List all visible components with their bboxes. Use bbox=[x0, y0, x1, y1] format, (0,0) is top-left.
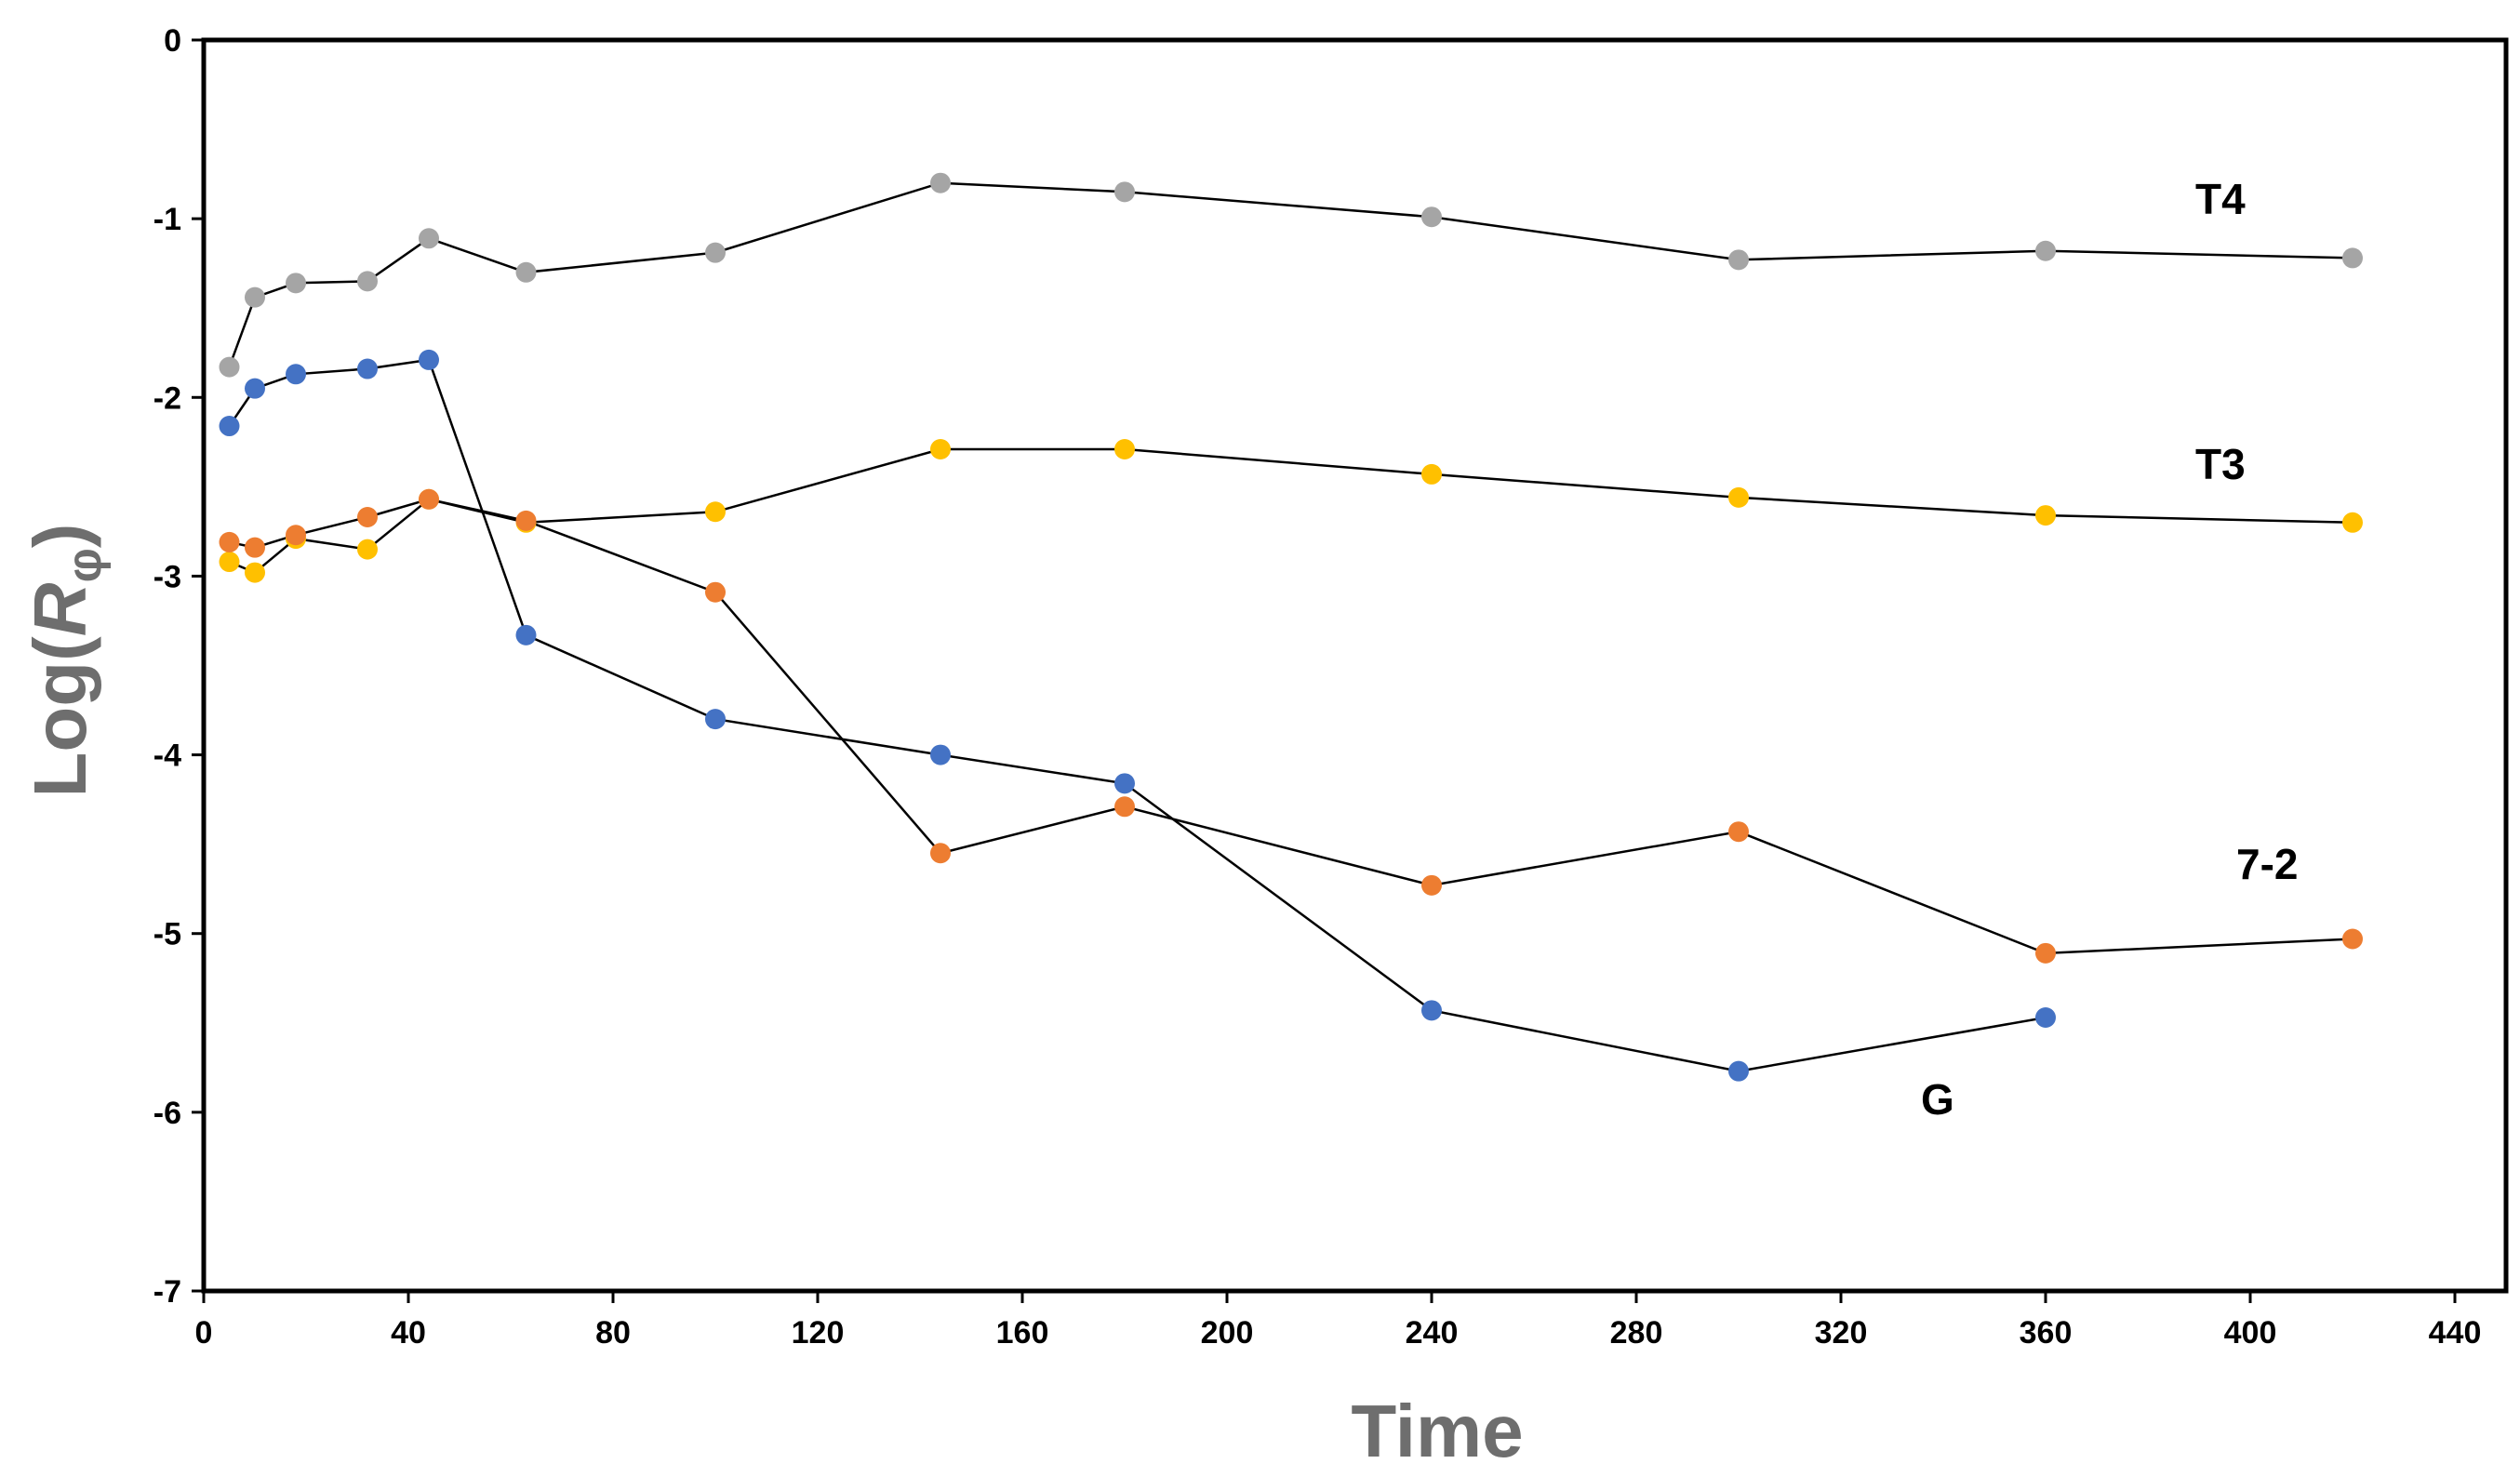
data-point-7-2 bbox=[2342, 928, 2363, 950]
data-point-7-2 bbox=[1728, 821, 1749, 843]
data-point-g bbox=[2035, 1007, 2056, 1029]
data-point-g bbox=[245, 378, 265, 399]
y-axis-title: Log(Rφ) bbox=[19, 524, 112, 798]
series-line-g bbox=[228, 358, 2047, 1072]
data-point-7-2 bbox=[1114, 796, 1135, 818]
data-point-g bbox=[1728, 1060, 1749, 1082]
x-axis-title: Time bbox=[1351, 1390, 1523, 1472]
data-point-g bbox=[1421, 1000, 1442, 1021]
data-point-7-2 bbox=[705, 581, 726, 603]
data-point-t4 bbox=[2342, 247, 2363, 269]
data-point-g bbox=[286, 364, 306, 385]
x-tick-label: 240 bbox=[1406, 1315, 1459, 1351]
data-point-g bbox=[705, 709, 726, 730]
x-tick-label: 0 bbox=[195, 1315, 213, 1351]
x-tick-label: 280 bbox=[1610, 1315, 1663, 1351]
x-tick-label: 360 bbox=[2020, 1315, 2073, 1351]
data-point-t4 bbox=[219, 356, 240, 378]
data-point-t3 bbox=[2342, 512, 2363, 533]
series-label-t4: T4 bbox=[2195, 175, 2246, 223]
data-point-t4 bbox=[705, 242, 726, 263]
data-point-t4 bbox=[515, 261, 537, 283]
y-tick-label: 0 bbox=[164, 23, 181, 59]
data-point-g bbox=[930, 744, 951, 765]
x-tick-label: 440 bbox=[2429, 1315, 2482, 1351]
data-point-7-2 bbox=[286, 525, 306, 546]
series-line-t3 bbox=[229, 447, 2353, 575]
data-point-g bbox=[357, 358, 378, 379]
data-point-t4 bbox=[357, 271, 378, 292]
x-tick-label: 120 bbox=[792, 1315, 845, 1351]
y-tick-label: -5 bbox=[153, 917, 181, 952]
data-point-g bbox=[219, 416, 240, 437]
data-point-t3 bbox=[245, 562, 265, 583]
series-label-7-2: 7-2 bbox=[2236, 840, 2298, 888]
x-tick-label: 160 bbox=[996, 1315, 1049, 1351]
x-tick-label: 200 bbox=[1201, 1315, 1254, 1351]
data-point-t3 bbox=[705, 501, 726, 523]
data-point-t4 bbox=[2035, 240, 2056, 261]
data-point-g bbox=[419, 349, 439, 370]
data-point-t3 bbox=[1421, 463, 1442, 485]
data-point-t3 bbox=[1114, 439, 1135, 460]
data-point-g bbox=[515, 624, 537, 645]
series-label-t3: T3 bbox=[2195, 440, 2246, 488]
y-tick-label: -6 bbox=[153, 1096, 181, 1131]
plot-frame bbox=[201, 37, 2509, 1294]
x-tick-label: 320 bbox=[1815, 1315, 1868, 1351]
data-point-t4 bbox=[419, 228, 439, 249]
data-point-7-2 bbox=[930, 843, 951, 864]
data-point-7-2 bbox=[357, 507, 378, 528]
y-tick-label: -1 bbox=[153, 202, 181, 237]
data-point-t4 bbox=[1421, 206, 1442, 228]
data-point-t4 bbox=[1114, 181, 1135, 203]
data-point-7-2 bbox=[245, 537, 265, 558]
y-axis-ticks: 0 -1 -2 -3 -4 -5 -6 -7 bbox=[153, 23, 204, 1310]
data-point-7-2 bbox=[219, 531, 240, 552]
data-point-7-2 bbox=[2035, 942, 2056, 964]
data-point-t3 bbox=[2035, 505, 2056, 526]
data-point-t3 bbox=[219, 552, 240, 573]
x-tick-label: 40 bbox=[391, 1315, 426, 1351]
y-tick-label: -2 bbox=[153, 380, 181, 416]
series-label-g: G bbox=[1921, 1075, 1954, 1124]
data-point-t3 bbox=[1728, 486, 1749, 508]
data-point-t3 bbox=[930, 439, 951, 460]
x-axis-ticks: 0 40 80 120 160 200 240 280 320 360 400 440 bbox=[195, 1291, 2482, 1351]
data-point-g bbox=[1114, 773, 1135, 794]
series-line-t4 bbox=[228, 181, 2353, 368]
data-point-t4 bbox=[1728, 249, 1749, 271]
data-point-7-2 bbox=[419, 488, 439, 510]
data-point-t4 bbox=[245, 286, 265, 308]
data-point-t3 bbox=[357, 539, 378, 560]
x-tick-label: 400 bbox=[2224, 1315, 2277, 1351]
data-point-7-2 bbox=[1421, 874, 1442, 896]
data-point-7-2 bbox=[515, 510, 537, 531]
series-lines bbox=[228, 181, 2353, 1072]
series-line-7-2 bbox=[229, 498, 2353, 955]
y-tick-label: -4 bbox=[153, 738, 181, 774]
data-point-t4 bbox=[930, 172, 951, 193]
series-points bbox=[219, 172, 2363, 1082]
plot-area bbox=[201, 37, 2509, 1294]
data-point-t4 bbox=[286, 273, 306, 294]
x-tick-label: 80 bbox=[595, 1315, 631, 1351]
y-tick-label: -7 bbox=[153, 1274, 181, 1310]
y-tick-label: -3 bbox=[153, 559, 181, 594]
